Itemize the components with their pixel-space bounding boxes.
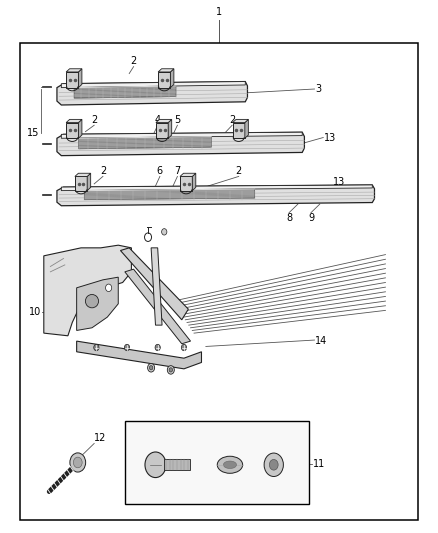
Text: 2: 2 [229,115,235,125]
Polygon shape [44,245,131,336]
Bar [66,123,78,138]
Circle shape [155,344,160,351]
Polygon shape [168,119,172,138]
Text: 4: 4 [155,115,161,125]
Ellipse shape [223,461,237,469]
Polygon shape [57,185,374,206]
Polygon shape [57,132,304,156]
Polygon shape [158,69,174,72]
Circle shape [162,229,167,235]
Polygon shape [75,173,91,176]
Circle shape [94,344,99,351]
Circle shape [70,453,86,472]
Bar [233,123,245,138]
Text: 11: 11 [313,459,325,469]
Circle shape [167,366,174,374]
Circle shape [264,453,283,477]
Circle shape [181,344,187,351]
Bar [66,72,78,87]
Circle shape [145,452,166,478]
Text: 8: 8 [286,213,292,223]
Circle shape [269,459,278,470]
Polygon shape [120,248,188,320]
Bar [156,123,168,138]
Polygon shape [85,189,254,200]
Text: 6: 6 [157,166,163,176]
Text: 5: 5 [174,115,180,125]
Text: 13: 13 [324,133,336,142]
Ellipse shape [85,294,99,308]
Text: 14: 14 [315,336,328,346]
Bar [158,72,170,87]
Circle shape [124,344,130,351]
Polygon shape [192,173,196,191]
Circle shape [149,366,153,370]
Polygon shape [245,119,248,138]
Polygon shape [156,119,172,123]
Polygon shape [61,132,302,138]
Bar [20,43,418,520]
Circle shape [148,364,155,372]
Text: 10: 10 [29,307,42,317]
Polygon shape [79,136,211,149]
Polygon shape [87,173,91,191]
Polygon shape [78,119,82,138]
Polygon shape [233,119,248,123]
Text: 9: 9 [308,213,314,223]
Circle shape [106,284,112,292]
Polygon shape [57,82,247,105]
Text: 2: 2 [236,166,242,176]
Polygon shape [180,173,196,176]
Circle shape [74,457,82,468]
Circle shape [169,368,173,372]
Bar [125,421,309,504]
Polygon shape [78,69,82,87]
Polygon shape [74,86,176,98]
Polygon shape [66,119,82,123]
Text: 2: 2 [91,115,97,125]
Polygon shape [61,185,372,191]
Text: 1: 1 [216,7,222,17]
Bar [26,235,403,389]
Ellipse shape [217,456,243,473]
Text: 12: 12 [94,433,106,443]
Polygon shape [125,269,191,344]
Text: 2: 2 [100,166,106,176]
Polygon shape [151,248,162,325]
Polygon shape [170,69,174,87]
Polygon shape [77,341,201,369]
Text: 7: 7 [174,166,180,176]
Bar [75,176,87,191]
Polygon shape [66,69,82,72]
Bar [164,459,190,470]
Polygon shape [77,277,118,330]
Text: 13: 13 [333,177,345,187]
Text: 15: 15 [27,128,39,138]
Bar [180,176,192,191]
Polygon shape [61,82,245,87]
Text: 3: 3 [315,84,321,94]
Text: 2: 2 [131,56,137,66]
